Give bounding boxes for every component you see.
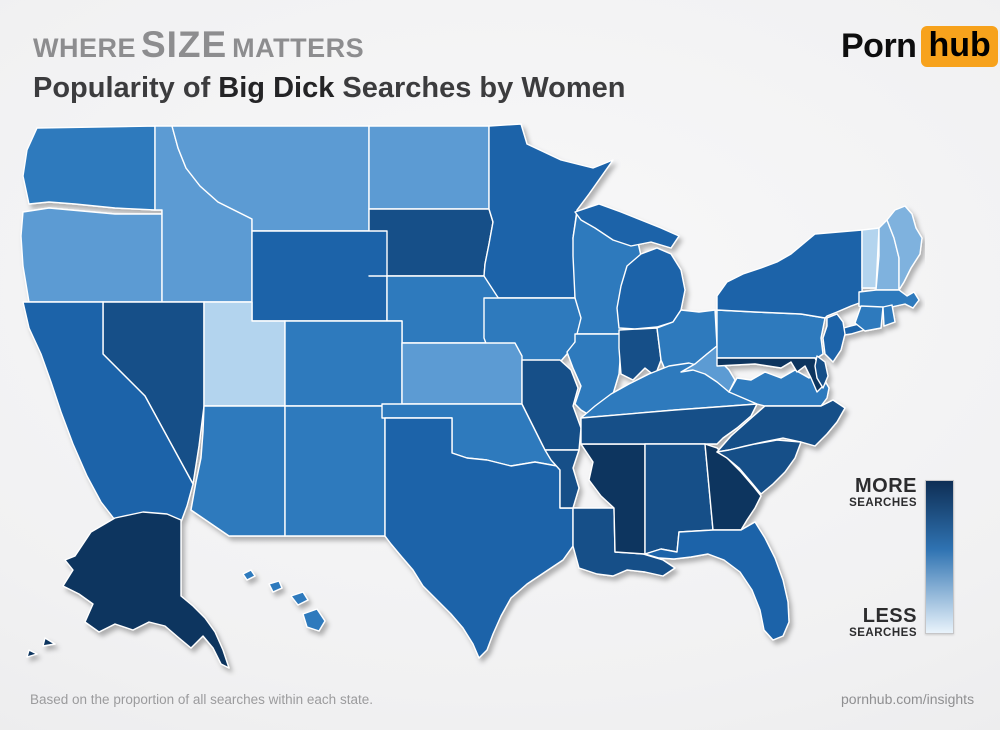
state-colorado — [284, 320, 403, 407]
state-delaware — [814, 355, 829, 389]
state-arizona — [190, 405, 286, 537]
state-california — [22, 301, 194, 523]
kicker-heading: WHERE SIZE MATTERS — [33, 24, 364, 66]
legend-gradient-bar — [925, 480, 954, 634]
state-michigan-lower — [616, 247, 686, 330]
state-new-jersey — [822, 313, 846, 363]
page-title: Popularity of Big Dick Searches by Women — [33, 72, 626, 105]
state-alaska-aleutian-island — [42, 637, 56, 647]
state-pennsylvania — [716, 309, 826, 359]
state-virginia — [728, 369, 830, 407]
state-connecticut — [854, 305, 884, 332]
state-alaska-aleutian-island-2 — [26, 649, 38, 658]
state-wyoming — [251, 230, 388, 322]
state-alaska — [62, 511, 230, 669]
state-north-carolina — [716, 399, 846, 453]
us-choropleth-map — [20, 123, 923, 669]
state-michigan-upper — [574, 203, 680, 249]
state-washington — [22, 125, 156, 211]
logo-hub-box: hub — [921, 26, 998, 68]
legend-more-sublabel: SEARCHES — [849, 497, 917, 509]
state-south-carolina — [716, 439, 802, 495]
logo-text-porn: Porn — [841, 27, 917, 66]
kicker-emphasis: SIZE — [140, 24, 228, 65]
title-suffix: Searches by Women — [334, 72, 626, 104]
kicker-suffix: MATTERS — [232, 33, 365, 63]
state-texas — [384, 417, 574, 659]
state-hawaii-maui — [290, 591, 309, 606]
title-prefix: Popularity of — [33, 72, 219, 104]
source-url: pornhub.com/insights — [841, 691, 975, 707]
state-new-york — [716, 229, 863, 319]
state-rhode-island — [882, 304, 896, 327]
state-maine — [886, 205, 923, 291]
state-hawaii-oahu — [268, 580, 283, 593]
footnote: Based on the proportion of all searches … — [30, 692, 373, 707]
title-emphasis: Big Dick — [218, 72, 335, 104]
state-west-virginia — [680, 345, 736, 393]
state-hawaii-big-island — [302, 608, 326, 632]
legend-less-label: LESS — [862, 605, 917, 627]
state-north-dakota — [368, 125, 490, 210]
state-florida — [644, 521, 790, 641]
state-new-mexico — [284, 405, 386, 537]
state-hawaii-kauai — [242, 569, 256, 581]
state-kansas — [401, 342, 523, 405]
legend-less: LESS SEARCHES — [849, 606, 917, 640]
map-legend: MORE SEARCHES LESS SEARCHES — [843, 470, 995, 642]
legend-less-sublabel: SEARCHES — [849, 627, 917, 639]
legend-more-label: MORE — [855, 475, 917, 497]
legend-more: MORE SEARCHES — [849, 476, 917, 510]
state-oregon — [20, 207, 163, 303]
state-tennessee — [580, 403, 758, 445]
pornhub-logo: Porn hub — [841, 26, 998, 68]
kicker-prefix: WHERE — [33, 33, 136, 63]
